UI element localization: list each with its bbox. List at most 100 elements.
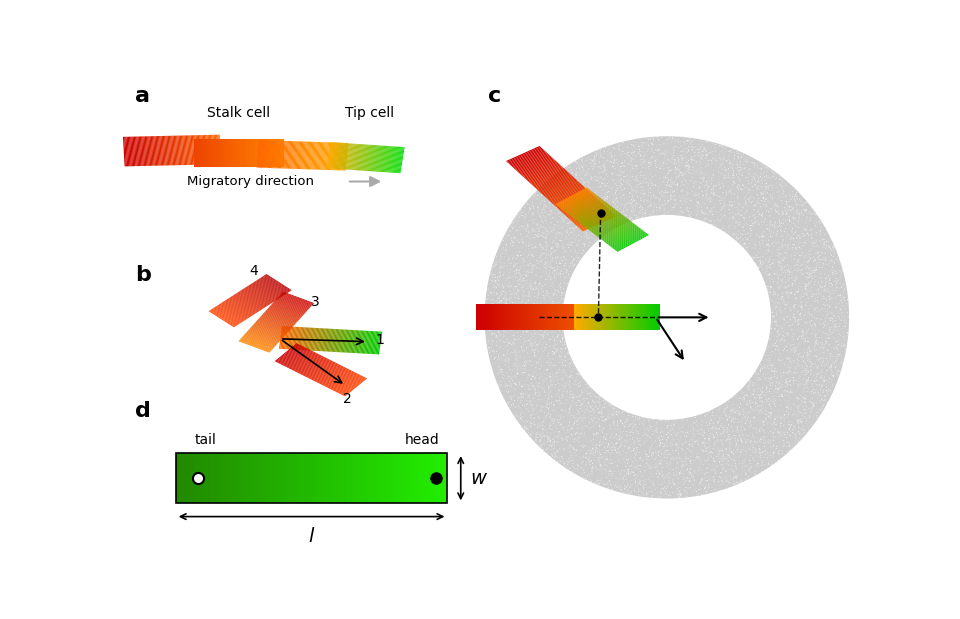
Point [522,349,538,359]
Point [755,441,770,451]
Point [703,191,718,201]
Point [596,402,612,412]
Point [564,423,579,433]
Point [753,397,768,407]
Point [799,212,814,222]
Point [519,327,535,337]
Point [779,348,794,358]
Point [573,400,588,410]
Point [683,464,698,474]
Point [760,258,776,267]
Polygon shape [555,191,589,207]
Polygon shape [189,453,193,503]
Point [523,282,539,292]
Point [591,452,607,462]
Point [555,405,570,415]
Point [526,193,541,203]
Point [799,250,814,260]
Polygon shape [230,453,233,503]
Point [826,380,841,390]
Point [564,411,579,421]
Point [639,489,655,499]
Point [779,283,794,293]
Point [596,215,612,225]
Point [781,354,797,364]
Point [822,375,837,385]
Point [753,378,768,388]
Point [780,413,795,423]
Point [761,373,777,383]
Point [817,313,832,323]
Point [558,381,573,391]
Point [564,399,579,409]
Point [776,263,791,273]
Polygon shape [417,453,420,503]
Point [567,177,583,187]
Polygon shape [135,137,138,166]
Point [719,481,734,491]
Point [596,160,612,170]
Polygon shape [132,137,134,166]
Point [773,426,788,436]
Point [555,435,570,445]
Point [835,279,851,289]
Polygon shape [145,136,148,166]
Point [800,249,815,259]
Point [621,176,636,186]
Point [735,404,751,414]
Point [580,176,595,186]
Polygon shape [276,139,277,167]
Polygon shape [313,328,317,351]
Point [716,409,732,418]
Point [533,209,548,219]
Point [705,420,720,430]
Polygon shape [616,305,617,331]
Point [836,287,852,297]
Point [840,328,855,338]
Point [770,428,785,438]
Point [807,268,823,278]
Point [670,135,685,145]
Point [493,376,509,386]
Polygon shape [578,305,580,331]
Polygon shape [240,291,266,308]
Point [826,320,841,330]
Point [797,298,812,308]
Polygon shape [318,142,322,170]
Point [549,192,564,202]
Point [636,147,651,157]
Point [541,338,557,348]
Point [510,219,525,228]
Point [679,451,694,461]
Point [649,142,664,152]
Point [543,249,559,259]
Point [768,398,783,408]
Point [764,384,780,394]
Point [684,449,699,459]
Polygon shape [252,283,278,300]
Point [755,178,770,188]
Point [813,232,828,242]
Point [537,295,552,305]
Point [536,444,551,454]
Point [562,232,577,242]
Point [588,154,603,164]
Point [760,351,776,361]
Point [734,459,750,469]
Point [808,300,824,310]
Polygon shape [221,139,223,167]
Point [674,193,689,203]
Point [615,199,631,209]
Point [755,368,770,378]
Point [724,412,739,422]
Point [742,377,757,387]
Point [480,311,495,321]
Point [563,165,578,175]
Point [817,285,832,295]
Polygon shape [247,453,251,503]
Point [745,464,760,474]
Point [546,392,562,402]
Point [564,430,579,440]
Polygon shape [199,135,202,165]
Point [674,471,689,481]
